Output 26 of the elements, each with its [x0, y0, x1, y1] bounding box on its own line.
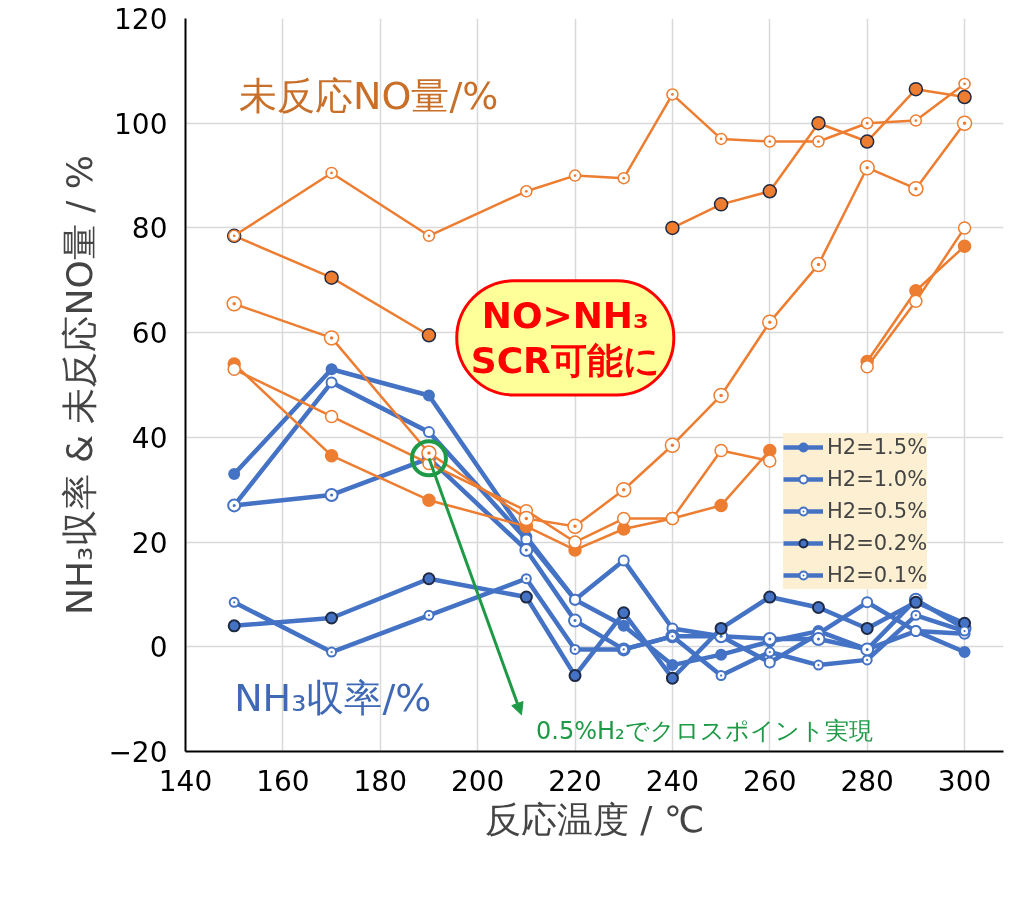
- y-tick-label: 40: [131, 421, 168, 455]
- x-tick-label: 300: [937, 764, 992, 798]
- y-tick-label: 120: [114, 3, 168, 36]
- x-tick-label: 260: [743, 764, 797, 798]
- x-tick-label: 220: [548, 764, 602, 798]
- legend-label: H2=0.2%: [827, 530, 928, 557]
- y-tick-label: 20: [131, 526, 168, 560]
- annotation: 0.5%H₂でクロスポイント実現: [536, 716, 873, 745]
- x-tick-label: 160: [256, 764, 310, 798]
- x-tick-label: 180: [353, 764, 407, 798]
- y-tick-label: 100: [114, 107, 168, 141]
- annotation: NH₃収率/%: [234, 676, 432, 721]
- annotation: NO>NH₃ SCR可能に: [470, 294, 660, 381]
- legend-label: H2=1.0%: [827, 466, 928, 493]
- y-tick-label: 80: [131, 212, 168, 246]
- x-axis-title: 反応温度 / ℃: [484, 798, 705, 840]
- y-tick-label: 0: [149, 631, 168, 665]
- legend-label: H2=0.1%: [827, 562, 928, 589]
- legend-label: H2=1.5%: [827, 434, 928, 461]
- annotation: 未反応NO量/%: [239, 73, 499, 118]
- x-tick-label: 240: [645, 764, 700, 798]
- x-tick-label: 280: [840, 764, 894, 798]
- y-tick-label: 60: [131, 317, 168, 351]
- y-axis-title: NH₃収率 & 未反応NO量 / %: [59, 155, 101, 615]
- legend-label: H2=0.5%: [827, 498, 928, 525]
- x-tick-label: 200: [450, 764, 505, 798]
